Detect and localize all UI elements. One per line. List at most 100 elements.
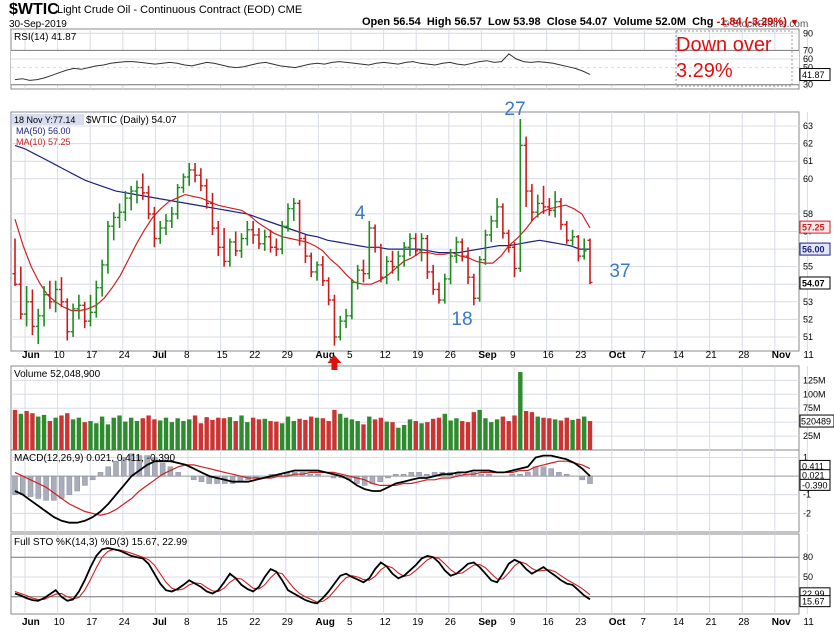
ohlc-bar — [436, 282, 442, 304]
volume-bar — [297, 418, 302, 450]
volume-bar — [221, 418, 227, 450]
macd-histogram-bar — [214, 475, 220, 484]
ohlc-bar — [111, 212, 117, 241]
annotation-37: 37 — [609, 261, 630, 282]
ohlc-bar — [53, 280, 59, 313]
volume-bar — [535, 416, 540, 450]
x-tick-label: 16 — [543, 617, 555, 628]
ohlc-bar — [99, 259, 105, 297]
volume-bar — [216, 417, 221, 450]
volume-bar — [355, 421, 360, 450]
volume-bar — [99, 416, 105, 450]
volume-bar — [367, 416, 372, 450]
volume-bar — [117, 415, 122, 450]
volume-bar — [227, 417, 233, 450]
ohlc-bar — [204, 178, 210, 209]
macd-histogram-bar — [190, 475, 197, 481]
volume-bar — [512, 415, 517, 450]
down-triangle-icon: ▼ — [789, 17, 799, 27]
ohlc-bar — [488, 215, 494, 243]
x-tick-label: 5 — [347, 350, 353, 361]
macd-y-tick-label: -1 — [803, 490, 811, 500]
macd-value-tag-box — [799, 478, 831, 491]
volume-bar — [372, 419, 378, 450]
volume-bar — [338, 413, 343, 450]
ma10-line — [14, 193, 591, 312]
x-tick-label: 15 — [217, 617, 229, 628]
ohlc-bar — [151, 206, 157, 248]
x-tick-label: 22 — [249, 617, 261, 628]
macd-histogram-bar — [416, 472, 422, 477]
volume-bar — [442, 413, 447, 450]
x-tick-label: 14 — [673, 350, 685, 361]
ohlc-bar — [134, 180, 140, 204]
open-value: 56.54 — [393, 16, 421, 28]
volume-bar — [41, 414, 47, 450]
macd-histogram-bar — [159, 462, 166, 477]
macd-histogram-bar — [307, 473, 314, 477]
x-tick-label: 28 — [738, 617, 750, 628]
ohlc-bar — [541, 185, 547, 214]
volume-bar — [163, 417, 169, 450]
x-tick-label: 16 — [543, 350, 555, 361]
volume-bar — [285, 416, 291, 450]
price-y-tick-label: 52 — [803, 314, 813, 324]
ohlc-bar — [343, 308, 349, 329]
ohlc-bar — [477, 256, 483, 302]
ohlc-bar — [169, 206, 175, 228]
volume-bar — [378, 417, 384, 450]
high-label: High — [426, 16, 452, 28]
price-series-label: $WTIC (Daily) 54.07 — [86, 115, 177, 126]
volume-bar — [59, 415, 64, 450]
volume-bar — [349, 419, 355, 450]
x-tick-label: Sep — [478, 350, 496, 361]
ohlc-bar — [448, 249, 454, 285]
macd-histogram-bar — [400, 473, 407, 477]
volume-bar — [547, 418, 552, 450]
macd-histogram-bar — [408, 472, 415, 477]
up-arrow-icon — [327, 355, 342, 370]
macd-y-tick-label: 1 — [803, 452, 808, 462]
ohlc-bar — [297, 199, 303, 246]
ohlc-bar — [442, 273, 448, 304]
rsi-y-tick-label: 30 — [803, 80, 813, 90]
macd-histogram-bar — [66, 475, 73, 495]
chart-date: 30-Sep-2019 — [9, 19, 67, 30]
x-tick-label: 10 — [54, 617, 66, 628]
ohlc-bar — [35, 308, 41, 344]
rsi-value-tag: 41.87 — [802, 70, 825, 80]
ohlc-bar — [41, 285, 47, 327]
x-tick-label: 29 — [282, 350, 294, 361]
stochastic-y-tick-label: 50 — [803, 572, 813, 582]
volume-bar — [460, 421, 465, 450]
volume-bar — [576, 418, 581, 450]
macd-histogram-bar — [12, 475, 18, 495]
ohlc-bar — [262, 229, 268, 251]
copyright-label: © StockCharts.com — [722, 19, 809, 30]
rsi-label: RSI(14) 41.87 — [14, 32, 77, 43]
ohlc-bar — [500, 203, 506, 239]
x-tick-label: 5 — [347, 617, 353, 628]
ma50-line — [14, 144, 590, 254]
instrument-description: Light Crude Oil - Continuous Contract (E… — [57, 4, 275, 16]
ohlc-bar — [558, 198, 564, 230]
ohlc-bar — [122, 191, 128, 221]
ohlc-bar — [575, 235, 581, 262]
ma10-value-tag: 57.25 — [802, 223, 825, 233]
annotation-27: 27 — [504, 99, 525, 120]
price-y-tick-label: 61 — [803, 156, 813, 166]
ohlc-bar — [18, 266, 24, 320]
volume-bar — [123, 421, 128, 450]
ohlc-bar — [302, 235, 308, 264]
volume-bar — [506, 421, 511, 450]
ohlc-bar — [308, 252, 314, 278]
ohlc-bar — [320, 256, 326, 286]
volume-bar — [291, 421, 296, 450]
x-tick-label: 17 — [86, 617, 98, 628]
ohlc-bar — [291, 198, 297, 221]
x-tick-label: 28 — [738, 350, 750, 361]
ohlc-bar — [349, 278, 355, 320]
volume-bar — [175, 418, 180, 450]
volume-bar — [489, 422, 494, 450]
